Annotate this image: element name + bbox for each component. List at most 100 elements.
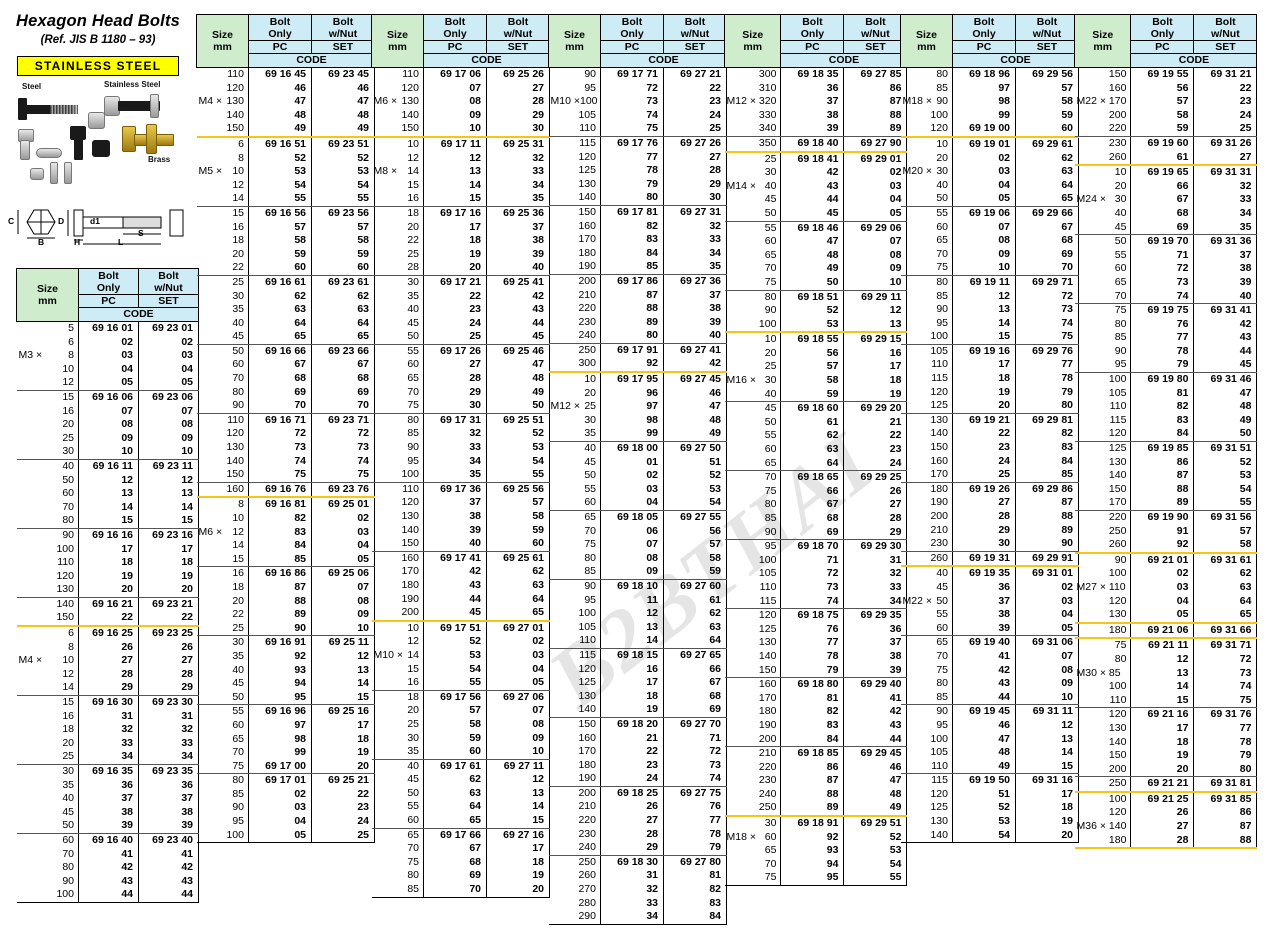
- cell-size: 140: [16, 597, 79, 612]
- cell-code-bolt-with-nut: 69 29 45: [843, 746, 908, 761]
- cell-code-bolt-only: 04: [600, 496, 664, 512]
- cell-size: 140: [196, 454, 249, 469]
- cell-size: 55: [724, 221, 782, 236]
- cell-code-bolt-with-nut: 03: [843, 179, 908, 194]
- table-row: 120 69 19 00 60: [900, 122, 1079, 138]
- cell-code-bolt-only: 19: [78, 569, 139, 584]
- size-value: 300: [758, 68, 777, 80]
- cell-code-bolt-with-nut: 59: [663, 565, 727, 580]
- cell-code-bolt-with-nut: 34: [843, 594, 908, 610]
- cell-code-bolt-with-nut: 73: [311, 441, 375, 455]
- size-value: 55: [764, 221, 777, 234]
- table-row: 6 02 02: [16, 335, 199, 350]
- size-value: 90: [232, 801, 244, 814]
- cell-code-bolt-only: 69 17 31: [423, 413, 487, 428]
- size-value: 5: [68, 322, 74, 334]
- cell-code-bolt-only: 48: [780, 248, 845, 263]
- cell-code-bolt-with-nut: 58: [1015, 95, 1079, 109]
- cell-code-bolt-only: 36: [952, 580, 1016, 595]
- size-value: 10: [407, 137, 419, 150]
- cell-size: 220: [724, 760, 782, 775]
- size-value: 6: [68, 627, 74, 640]
- size-value: 60: [764, 443, 777, 456]
- size-value: 230: [930, 537, 948, 550]
- table-row: 15 69 16 56 69 23 56: [196, 206, 375, 221]
- cell-size: M3 × 8: [16, 349, 79, 363]
- table-row: 140 54 20: [900, 828, 1079, 844]
- header-bolt-only-line1: Bolt: [1152, 15, 1173, 28]
- cell-size: 100: [1074, 680, 1132, 694]
- table-row: 70 14 14: [16, 500, 199, 515]
- cell-code-bolt-only: 52: [423, 635, 487, 649]
- size-value: 260: [930, 551, 948, 564]
- cell-code-bolt-with-nut: 31: [138, 709, 199, 724]
- product-photo: Steel Stainless Steel Brass: [0, 80, 196, 202]
- size-value: 200: [578, 786, 596, 799]
- table-row: 130 69 19 21 69 29 81: [900, 413, 1079, 428]
- cell-code-bolt-with-nut: 69 27 16: [486, 828, 550, 843]
- cell-code-bolt-with-nut: 79: [1015, 385, 1079, 400]
- table-row: 260 69 19 31 69 29 91: [900, 551, 1079, 568]
- size-value: 150: [1108, 749, 1127, 762]
- table-row: 50 63 13: [371, 786, 550, 801]
- cell-size: 130: [900, 815, 953, 829]
- table-row: 70 41 41: [16, 847, 199, 862]
- cell-code-bolt-with-nut: 18: [486, 855, 550, 870]
- cell-code-bolt-with-nut: 55: [843, 871, 908, 887]
- cell-code-bolt-only: 78: [600, 164, 664, 178]
- cell-code-bolt-only: 69: [780, 525, 845, 541]
- table-row: 120 26 86: [1074, 806, 1258, 821]
- size-value: 80: [764, 498, 777, 511]
- cell-code-bolt-only: 63: [423, 786, 487, 801]
- cell-size: M36 × 140: [1074, 820, 1132, 834]
- table-row: 75 69 17 00 20: [196, 759, 375, 775]
- cell-code-bolt-with-nut: 59: [1015, 108, 1079, 123]
- cell-code-bolt-with-nut: 17: [311, 718, 375, 733]
- header-unit-set: SET: [311, 40, 375, 54]
- cell-code-bolt-with-nut: 69 29 01: [843, 151, 908, 167]
- cell-size: 85: [724, 512, 782, 526]
- table-row: 190 85 35: [548, 260, 727, 275]
- cell-code-bolt-only: 86: [780, 760, 845, 775]
- table-row: 65 28 48: [371, 372, 550, 386]
- cell-code-bolt-with-nut: 62: [663, 607, 727, 621]
- cell-code-bolt-only: 76: [1130, 317, 1195, 332]
- cell-code-bolt-with-nut: 69 31 31: [1193, 165, 1258, 180]
- header-bolt-with-nut: Bolt w/Nut: [663, 14, 727, 41]
- size-value: 12: [232, 525, 244, 538]
- cell-size: 125: [900, 801, 953, 816]
- cell-code-bolt-only: 34: [600, 910, 664, 925]
- cell-code-bolt-with-nut: 14: [311, 677, 375, 691]
- cell-size: 25: [371, 717, 424, 732]
- cell-code-bolt-only: 42: [78, 861, 139, 875]
- cell-code-bolt-only: 11: [600, 593, 664, 608]
- cell-code-bolt-with-nut: 33: [138, 736, 199, 751]
- cell-code-bolt-with-nut: 23: [663, 95, 727, 109]
- cell-size: 12: [16, 376, 79, 391]
- table-row: 55 69 18 46 69 29 06: [724, 221, 908, 236]
- cell-size: 18: [196, 234, 249, 248]
- table-row: M18 × 90 98 58: [900, 95, 1079, 109]
- cell-code-bolt-only: 37: [78, 792, 139, 806]
- cell-code-bolt-with-nut: 43: [138, 874, 199, 889]
- cell-size: 85: [900, 690, 953, 706]
- cell-size: M12 × 320: [724, 95, 782, 109]
- cell-size: 330: [724, 108, 782, 123]
- cell-code-bolt-with-nut: 48: [663, 413, 727, 428]
- cell-code-bolt-only: 02: [248, 787, 312, 802]
- size-value: 55: [407, 344, 419, 357]
- size-value: 70: [407, 842, 419, 855]
- cell-code-bolt-with-nut: 13: [138, 487, 199, 501]
- table-row: M14 × 40 43 03: [724, 179, 908, 194]
- cell-code-bolt-with-nut: 58: [486, 510, 550, 524]
- cell-code-bolt-with-nut: 34: [486, 178, 550, 193]
- cell-code-bolt-only: 10: [78, 445, 139, 460]
- table-row: 280 33 83: [548, 896, 727, 911]
- cell-size: 80: [16, 514, 79, 529]
- table-row: 100 69 21 25 69 31 85: [1074, 791, 1258, 807]
- cell-code-bolt-only: 03: [1130, 580, 1195, 595]
- cell-code-bolt-with-nut: 70: [311, 399, 375, 414]
- cell-code-bolt-with-nut: 34: [1193, 206, 1258, 221]
- cell-size: M4 × 10: [16, 654, 79, 668]
- header-unit-set: SET: [843, 40, 908, 54]
